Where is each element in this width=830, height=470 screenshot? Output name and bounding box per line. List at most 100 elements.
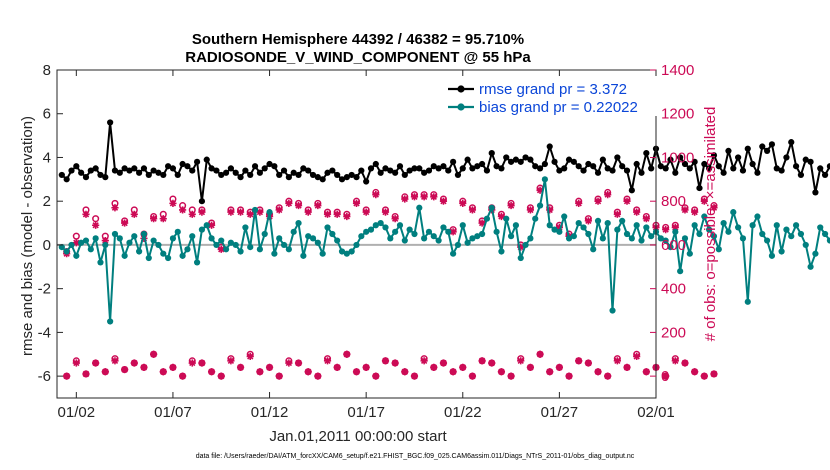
assimilated-obs-lower-point: [140, 363, 148, 371]
assimilated-obs-lower-point: [478, 357, 486, 365]
assimilated-obs-lower-point: [710, 370, 718, 378]
bias-series-point: [667, 244, 674, 251]
bias-series-point: [237, 248, 244, 255]
assimilated-obs-lower-point: [662, 372, 670, 380]
bias-series-point: [604, 219, 611, 227]
rmse-series-point: [706, 165, 713, 172]
bias-series-point: [280, 241, 288, 249]
rmse-series-point: [174, 171, 181, 179]
assimilated-obs-lower-point: [410, 372, 419, 380]
bias-series-point: [174, 228, 181, 235]
rmse-series-point: [503, 154, 510, 161]
bias-series-point: [87, 246, 94, 253]
rmse-series-point: [343, 174, 350, 181]
x-axis-label: Jan.01,2011 00:00:00 start: [269, 428, 447, 445]
assimilated-obs-point: [256, 208, 264, 216]
assimilated-obs-lower-point: [546, 368, 554, 376]
bias-series-point: [797, 230, 805, 238]
rmse-series-point: [454, 171, 462, 179]
bias-series-point: [416, 204, 423, 211]
rmse-series-point: [290, 169, 297, 176]
rmse-series-point: [585, 160, 592, 168]
bias-series-point: [363, 228, 370, 235]
rmse-series-point: [363, 178, 370, 185]
assimilated-obs-lower-point: [304, 368, 312, 376]
bias-series-point: [725, 228, 732, 235]
bias-series-point: [121, 252, 128, 259]
x-tick-label: 01/27: [541, 404, 579, 421]
bias-series-point: [701, 213, 708, 220]
assimilated-obs-lower-point: [623, 363, 631, 371]
assimilated-obs-lower-point: [391, 359, 399, 367]
bias-series-point: [189, 233, 196, 240]
assimilated-obs-point: [323, 210, 332, 218]
rmse-series-point: [749, 160, 756, 168]
rmse-series-point: [744, 145, 751, 152]
assimilated-obs-point: [227, 208, 235, 216]
y-tick-label-right: 600: [661, 237, 686, 254]
rmse-series-point: [121, 165, 128, 172]
rmse-series-point: [821, 171, 829, 179]
assimilated-obs-point: [613, 210, 621, 218]
y-tick-label-right: 1000: [661, 149, 694, 166]
assimilated-obs-lower-point: [449, 368, 457, 376]
bias-series-point: [92, 235, 99, 242]
bias-series-point: [812, 250, 819, 257]
y-tick-label-right: 1200: [661, 106, 694, 123]
bias-series-point: [556, 228, 563, 235]
plot-area: [57, 119, 830, 380]
rmse-series-point: [213, 167, 220, 174]
assimilated-obs-point: [285, 199, 293, 207]
rmse-series-point: [686, 165, 693, 172]
assimilated-obs-point: [314, 201, 322, 210]
x-tick-label: 01/22: [444, 404, 482, 421]
plot-frame: [56, 69, 657, 399]
rmse-series-point: [483, 167, 491, 174]
bias-series-point: [715, 246, 722, 253]
rmse-series-point: [643, 149, 650, 157]
rmse-series-point: [276, 171, 283, 179]
bias-series-point: [657, 235, 664, 242]
bias-series-point: [324, 224, 331, 231]
rmse-series-point: [735, 154, 742, 161]
bias-series-point: [256, 246, 263, 253]
bias-series-point: [623, 230, 631, 238]
bias-series-point: [570, 233, 577, 240]
assimilated-obs-lower-point: [188, 359, 196, 367]
bias-series-point: [459, 222, 466, 229]
assimilated-obs-lower-point: [488, 359, 496, 367]
rmse-series-point: [440, 163, 447, 170]
y-tick-label-left: 2: [43, 193, 51, 210]
rmse-series-point: [720, 169, 727, 176]
bias-series-point: [686, 250, 693, 257]
bias-series-point: [565, 235, 573, 242]
rmse-series-point: [329, 167, 336, 174]
assimilated-obs-point: [198, 208, 206, 216]
assimilated-obs-point: [594, 197, 602, 205]
assimilated-obs-point: [207, 221, 216, 229]
bias-series-point: [821, 230, 829, 238]
rmse-series-point: [450, 158, 457, 165]
rmse-series-point: [136, 169, 143, 176]
x-tick-label: 01/12: [251, 404, 289, 421]
x-tick-label: 01/02: [58, 404, 96, 421]
bias-series-point: [739, 235, 747, 242]
rmse-series-point: [387, 167, 394, 174]
bias-series-point: [198, 226, 206, 233]
bias-series-point: [136, 248, 143, 255]
rmse-series-point: [792, 163, 800, 170]
rmse-series-point: [812, 189, 819, 196]
assimilated-obs-lower-point: [314, 372, 322, 380]
assimilated-obs-lower-point: [594, 368, 602, 376]
rmse-series-point: [256, 169, 263, 176]
rmse-series-point: [507, 158, 515, 165]
bias-series-point: [633, 222, 640, 229]
assimilated-obs-point: [439, 197, 448, 205]
rmse-series-point: [242, 167, 249, 174]
bias-series-point: [512, 222, 520, 229]
assimilated-obs-point: [294, 201, 303, 210]
bias-series-point: [696, 230, 703, 238]
legend: rmse grand pr = 3.372 bias grand pr = 0.…: [443, 76, 659, 116]
rmse-series-point: [614, 154, 621, 161]
rmse-series-point: [619, 163, 626, 170]
